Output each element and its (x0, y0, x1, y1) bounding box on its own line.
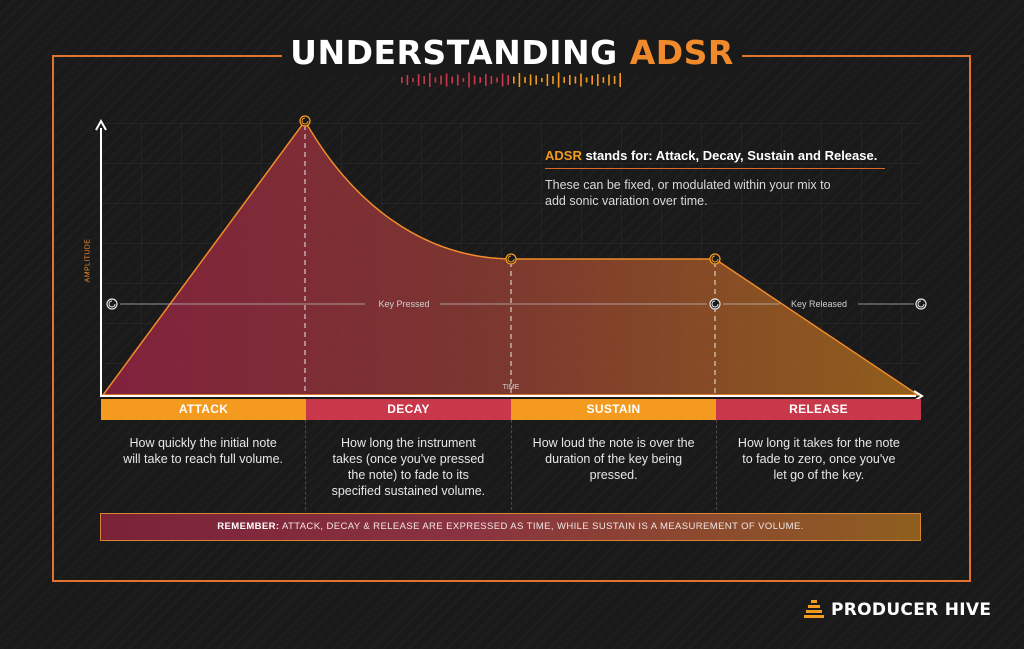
soundwave-bar (529, 74, 532, 86)
soundwave-bar (412, 78, 414, 82)
stage-descriptions: How quickly the initial note will take t… (101, 420, 921, 510)
soundwave-bar (445, 73, 448, 87)
soundwave-bar (468, 72, 470, 88)
soundwave-bar (608, 74, 610, 86)
info-body: These can be fixed, or modulated within … (545, 178, 831, 208)
info-heading: ADSR stands for: Attack, Decay, Sustain … (545, 148, 877, 163)
soundwave-bar (535, 75, 537, 85)
stage-description-sustain: How loud the note is over the duration o… (512, 420, 717, 510)
key-marker-icon (709, 298, 721, 310)
soundwave-bar (557, 72, 560, 88)
stage-bands: ATTACK DECAY SUSTAIN RELEASE (101, 399, 921, 420)
stage-description-decay: How long the instrument takes (once you'… (306, 420, 512, 510)
y-axis-label: AMPLITUDE (84, 238, 92, 283)
remember-text: ATTACK, DECAY & RELEASE ARE EXPRESSED AS… (279, 521, 804, 532)
soundwave-bar (401, 77, 403, 83)
soundwave-bar (591, 75, 593, 85)
stage-band-decay: DECAY (306, 399, 511, 420)
envelope-point-icon (299, 115, 311, 127)
soundwave-bar (501, 73, 504, 87)
brand-logo: PRODUCER HIVE (803, 598, 991, 622)
soundwave-bar (613, 76, 616, 84)
info-heading-text: stands for: Attack, Decay, Sustain and R… (581, 148, 878, 163)
soundwave-bar (440, 75, 442, 85)
remember-banner: REMEMBER: ATTACK, DECAY & RELEASE ARE EX… (100, 513, 921, 541)
soundwave-bar (434, 77, 437, 83)
soundwave-bar (473, 75, 476, 85)
soundwave-bar (563, 77, 565, 83)
stage-description-attack: How quickly the initial note will take t… (101, 420, 307, 510)
soundwave-bar (485, 74, 487, 86)
soundwave-bar (513, 76, 515, 84)
envelope-point-icon (709, 253, 721, 265)
soundwave-bar (585, 77, 588, 83)
soundwave-bar (580, 73, 582, 87)
soundwave-bar (507, 75, 509, 85)
remember-lead: REMEMBER: (217, 521, 280, 532)
soundwave-bar (429, 73, 431, 87)
stage-band-sustain: SUSTAIN (511, 399, 716, 420)
soundwave-bar (479, 77, 481, 83)
hive-logo-icon (804, 600, 824, 618)
soundwave-bar (496, 77, 498, 83)
x-axis-label: TIME (503, 384, 520, 391)
soundwave-bar (423, 76, 425, 84)
brand-name: PRODUCER HIVE (831, 600, 992, 620)
envelope-point-icon (505, 253, 517, 265)
key-released-label: Key Released (791, 299, 847, 309)
soundwave-bar (574, 76, 577, 84)
soundwave-bar (602, 77, 605, 83)
soundwave-bar (546, 74, 549, 86)
stage-description-release: How long it takes for the note to fade t… (737, 436, 900, 482)
soundwave-bar (490, 76, 493, 84)
info-highlight: ADSR (545, 148, 582, 163)
key-marker-icon (106, 298, 118, 310)
soundwave-bar (597, 74, 599, 86)
info-divider (545, 168, 885, 169)
soundwave-icon (401, 72, 621, 88)
soundwave-bar (457, 74, 459, 86)
soundwave-bar (406, 75, 409, 85)
page-title: UNDERSTANDING ADSR (290, 33, 734, 72)
soundwave-bar (541, 78, 543, 82)
key-marker-icon (915, 298, 927, 310)
soundwave-bar (619, 73, 621, 87)
title-block: UNDERSTANDING ADSR (282, 30, 742, 76)
title-main: UNDERSTANDING (290, 33, 618, 72)
title-accent: ADSR (629, 33, 734, 72)
soundwave-bar (524, 77, 526, 83)
soundwave-bar (417, 74, 420, 86)
key-pressed-label: Key Pressed (378, 299, 429, 309)
stage-band-attack: ATTACK (101, 399, 306, 420)
soundwave-bar (569, 75, 571, 85)
soundwave-bar (462, 78, 465, 82)
stage-band-release: RELEASE (716, 399, 921, 420)
soundwave-bar (518, 73, 521, 87)
soundwave-bar (451, 76, 453, 84)
y-axis-arrow-icon (95, 118, 107, 131)
soundwave-bar (552, 76, 554, 84)
